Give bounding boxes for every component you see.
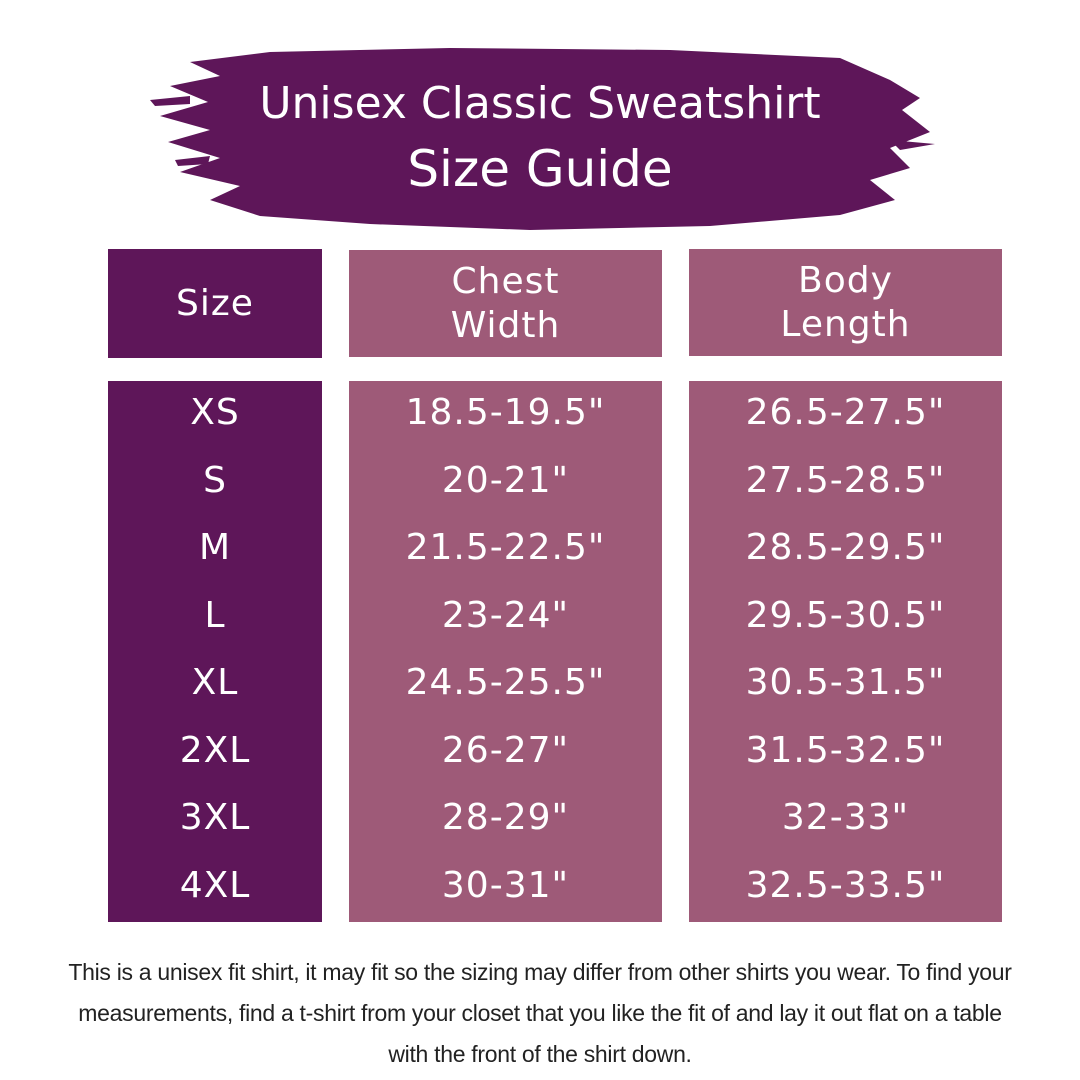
cell-size: 4XL	[179, 864, 251, 906]
fit-note: This is a unisex fit shirt, it may fit s…	[68, 959, 1012, 1067]
title-line-1: Unisex Classic Sweatshirt	[259, 78, 821, 129]
cell-size: M	[198, 527, 232, 568]
header-body-label: Body Length	[780, 259, 911, 345]
cell-size: 2XL	[179, 729, 251, 771]
size-column: XS S M L XL 2XL 3XL 4XL	[108, 381, 322, 922]
body-length-column: 26.5-27.5" 27.5-28.5" 28.5-29.5" 29.5-30.5"…	[689, 381, 1002, 922]
brush-stroke-banner	[150, 48, 935, 230]
cell-chest: 28-29"	[441, 797, 570, 838]
header-size-label: Size	[176, 282, 254, 324]
header-chest-width: Chest Width	[349, 250, 662, 357]
cell-chest: 26-27"	[441, 729, 570, 771]
cell-chest: 24.5-25.5"	[405, 662, 606, 703]
cell-body: 29.5-30.5"	[745, 594, 946, 636]
cell-size: 3XL	[179, 797, 251, 838]
cell-size: XL	[191, 662, 239, 703]
cell-body: 32-33"	[781, 797, 910, 838]
cell-body: 31.5-32.5"	[745, 729, 946, 771]
cell-chest: 18.5-19.5"	[405, 392, 606, 433]
cell-chest: 30-31"	[441, 864, 570, 906]
cell-size: XS	[190, 392, 240, 433]
cell-chest: 21.5-22.5"	[405, 527, 606, 568]
cell-body: 32.5-33.5"	[745, 864, 946, 906]
chest-width-column: 18.5-19.5" 20-21" 21.5-22.5" 23-24" 24.5-25.…	[349, 381, 662, 922]
header-body-length: Body Length	[689, 249, 1002, 356]
cell-chest: 20-21"	[441, 459, 570, 501]
header-size: Size	[108, 249, 322, 358]
header-chest-label: Chest Width	[450, 260, 561, 346]
cell-size: S	[203, 459, 227, 501]
cell-body: 28.5-29.5"	[745, 527, 946, 568]
cell-body: 27.5-28.5"	[745, 459, 946, 501]
cell-chest: 23-24"	[441, 594, 570, 636]
cell-body: 26.5-27.5"	[745, 392, 946, 433]
title-line-2: Size Guide	[407, 140, 673, 198]
cell-body: 30.5-31.5"	[745, 662, 946, 703]
cell-size: L	[204, 594, 226, 636]
